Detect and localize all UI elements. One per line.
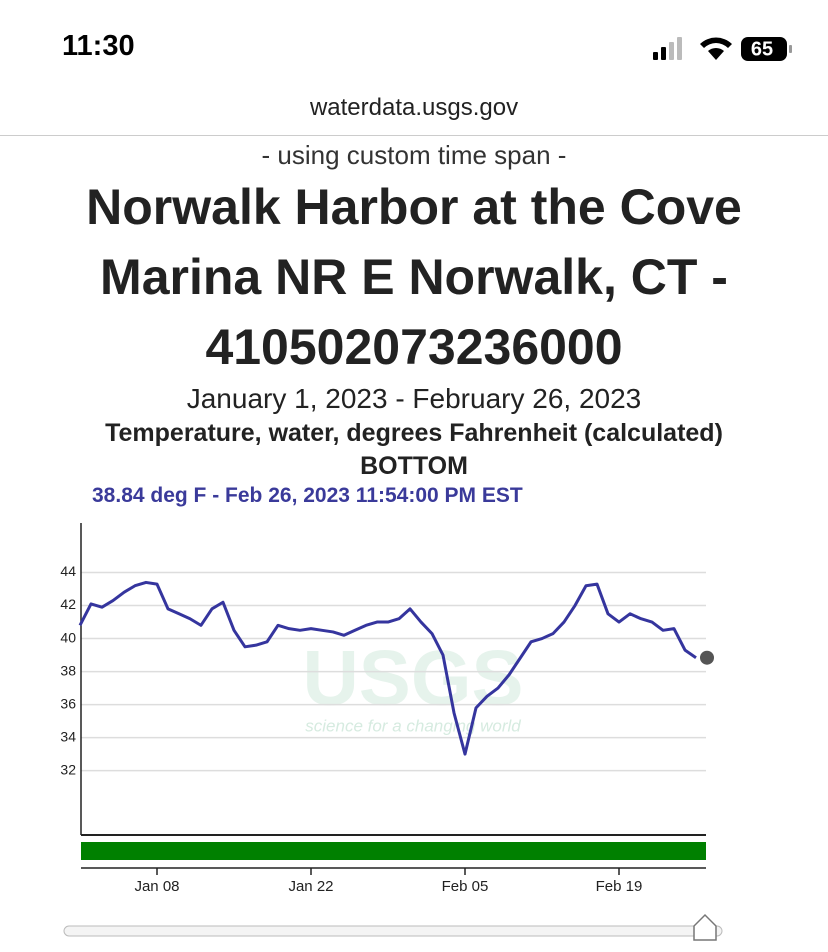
x-tick-label: Feb 19 (596, 878, 643, 895)
y-tick-label: 40 (60, 629, 76, 645)
site-title: Norwalk Harbor at the Cove Marina NR E N… (86, 179, 742, 375)
y-tick-label: 44 (60, 563, 76, 579)
status-icons: 65 (653, 37, 792, 61)
watermark-tagline: science for a changing world (305, 716, 521, 735)
y-tick-label: 32 (60, 761, 76, 777)
x-tick-label: Jan 22 (288, 878, 333, 895)
parameter: Temperature, water, degrees Fahrenheit (… (105, 419, 723, 447)
location: BOTTOM (360, 452, 468, 480)
y-tick-label: 34 (60, 728, 76, 744)
x-tick-label: Jan 08 (134, 878, 179, 895)
current-point (700, 650, 714, 665)
data-line (78, 580, 697, 756)
approval-bar (81, 842, 706, 860)
battery-level: 65 (751, 38, 773, 60)
url[interactable]: waterdata.usgs.gov (309, 94, 519, 121)
y-tick-label: 38 (60, 662, 76, 678)
date-range: January 1, 2023 - February 26, 2023 (186, 383, 642, 414)
status-time: 11:30 (62, 30, 135, 62)
x-tick-label: Feb 05 (442, 878, 489, 895)
time-span-note: - using custom time span - (261, 140, 567, 170)
y-tick-label: 36 (60, 695, 76, 711)
watermark-logo: USGS (302, 634, 523, 722)
tooltip: 38.84 deg F - Feb 26, 2023 11:54:00 PM E… (92, 484, 523, 507)
separator (0, 135, 828, 136)
y-tick-label: 42 (60, 596, 76, 612)
scroll-handle[interactable] (693, 913, 717, 941)
scroll-track[interactable] (63, 925, 723, 937)
